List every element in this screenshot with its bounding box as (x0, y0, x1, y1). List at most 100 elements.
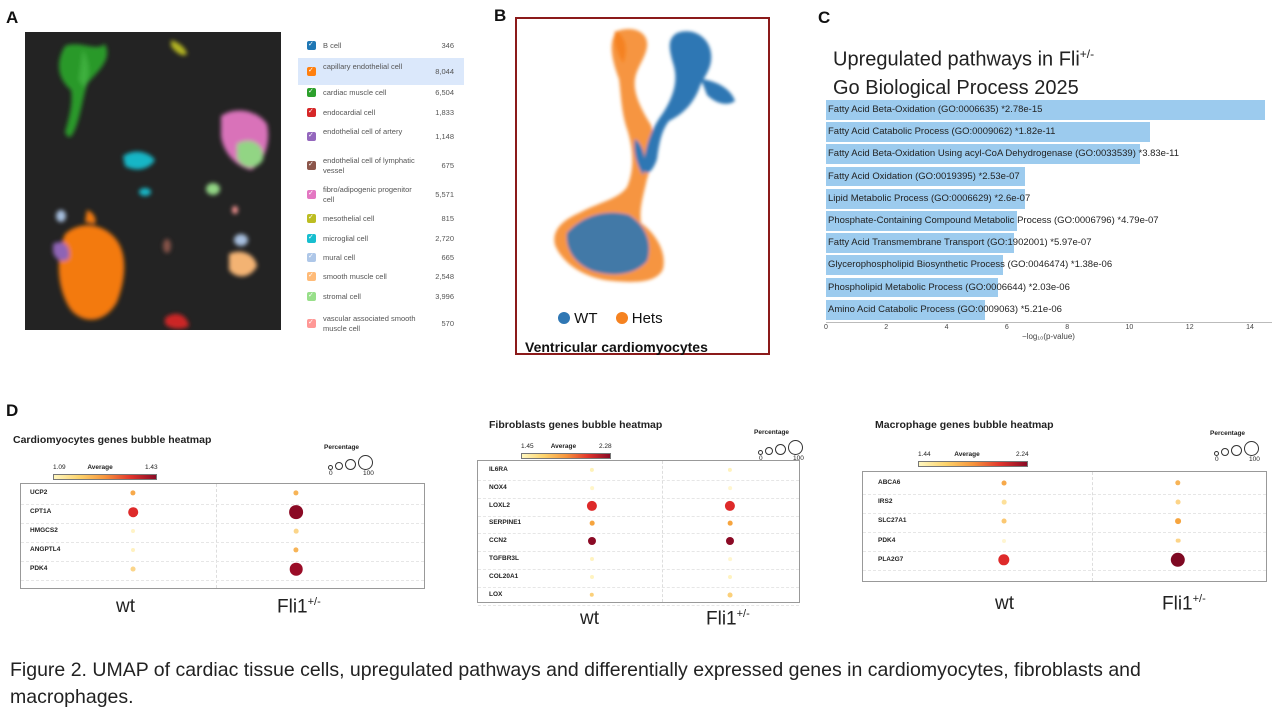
umap-plot (25, 32, 281, 330)
legend-checkbox[interactable] (307, 291, 316, 301)
legend-item[interactable]: vascular associated smooth muscle cell 57… (298, 313, 464, 335)
wt-legend-label: WT (574, 310, 598, 327)
percentage-legend-circle (765, 447, 773, 455)
condition-label-sup: +/- (1192, 593, 1206, 605)
gene-label: NOX4 (489, 483, 507, 491)
legend-item[interactable]: mesothelial cell 815 (298, 212, 464, 226)
condition-label-wt: wt (116, 596, 135, 617)
pathway-bar-label: Fatty Acid Beta-Oxidation Using acyl-CoA… (828, 148, 1179, 160)
title-sup: +/- (1079, 47, 1095, 61)
expression-bubble (131, 548, 135, 552)
gene-label: ABCA6 (878, 479, 901, 486)
legend-item[interactable]: smooth muscle cell 2,548 (298, 270, 464, 284)
panel-b-caption: Ventricular cardiomyocytes (525, 339, 708, 355)
expression-bubble (131, 529, 135, 533)
legend-checkbox[interactable] (307, 271, 316, 281)
expression-bubble (589, 592, 595, 597)
condition-label-sup: +/- (736, 608, 750, 620)
expression-bubble (589, 521, 595, 526)
expression-bubble (590, 574, 594, 579)
expression-bubble (293, 490, 299, 496)
condition-label-text: Fli1 (706, 608, 737, 630)
legend-checkbox[interactable] (307, 87, 316, 97)
scale-min-label: 1.44 (918, 451, 931, 458)
expression-bubble (590, 557, 594, 561)
pathway-bar (826, 166, 1025, 187)
expression-bubble (727, 592, 733, 598)
percentage-min-label: 0 (1215, 456, 1219, 463)
gene-label: SLC27A1 (878, 517, 907, 525)
legend-item[interactable]: microglial cell 2,720 (298, 232, 464, 246)
x-tick-label: 8 (1065, 324, 1070, 331)
percentage-max-label: 100 (1249, 456, 1260, 463)
percentage-legend-circle (788, 440, 803, 455)
legend-item[interactable]: B cell 346 (298, 39, 464, 53)
legend-checkbox[interactable] (307, 318, 316, 328)
x-tick-label: 14 (1246, 324, 1254, 331)
gene-label: IRS2 (878, 498, 893, 506)
legend-checkbox[interactable] (307, 213, 316, 223)
heatmap-row-gridline (478, 497, 799, 499)
legend-checkbox[interactable] (307, 107, 316, 117)
heatmap-row-gridline (863, 570, 1266, 572)
legend-item[interactable]: endocardial cell 1,833 (298, 106, 464, 120)
legend-label: endothelial cell of lymphatic vessel (323, 156, 415, 175)
legend-item[interactable]: stromal cell 3,996 (298, 290, 464, 304)
legend-checkbox[interactable] (307, 160, 316, 170)
heatmap-row-gridline (863, 551, 1266, 553)
heatmap-plot-area (862, 471, 1267, 582)
condition-label-wt: wt (995, 593, 1014, 614)
panel-label-a: A (6, 8, 19, 27)
expression-bubble (998, 554, 1010, 566)
percentage-legend-circle (358, 455, 373, 470)
legend-count: 2,548 (435, 272, 454, 281)
heatmap-row-gridline (478, 586, 799, 588)
legend-count: 815 (441, 214, 454, 223)
scale-max-label: 2.24 (1016, 451, 1029, 458)
legend-label: stromal cell (323, 292, 361, 302)
pathway-bar (826, 211, 1017, 231)
scale-min-label: 1.45 (521, 443, 534, 450)
legend-item[interactable]: capillary endothelial cell 8,044 (298, 58, 464, 85)
heatmap-row-gridline (478, 604, 799, 606)
legend-count: 570 (441, 319, 454, 328)
legend-count: 8,044 (435, 66, 454, 76)
pathway-bar-label: Fatty Acid Beta-Oxidation (GO:0006635) *… (828, 104, 1043, 115)
legend-label: B cell (323, 41, 342, 51)
pathway-bar-label: Fatty Acid Transmembrane Transport (GO:1… (828, 237, 1092, 249)
heatmap-row-gridline (21, 522, 424, 524)
cardiomyocyte-umap (554, 28, 735, 282)
expression-bubble (589, 467, 595, 473)
legend-count: 1,148 (435, 132, 454, 141)
gene-label: IL6RA (489, 466, 508, 473)
expression-bubble (587, 537, 597, 546)
legend-item[interactable]: cardiac muscle cell 6,504 (298, 86, 464, 100)
legend-label: endothelial cell of artery (323, 127, 403, 137)
heatmap-row-gridline (21, 579, 424, 581)
legend-label: endocardial cell (323, 108, 376, 118)
legend-checkbox[interactable] (307, 40, 316, 50)
legend-label: microglial cell (323, 234, 369, 244)
legend-item[interactable]: endothelial cell of lymphatic vessel 675 (298, 155, 464, 177)
expression-bubble (128, 507, 138, 517)
heatmap-column-divider (662, 461, 663, 602)
figure-caption: Figure 2. UMAP of cardiac tissue cells, … (10, 659, 1141, 708)
legend-item[interactable]: fibro/adipogenic progenitor cell 5,571 (298, 184, 464, 206)
pathway-bar-label: Phospholipid Metabolic Process (GO:00066… (828, 281, 1070, 293)
expression-bubble (728, 557, 732, 561)
legend-item[interactable]: endothelial cell of artery 1,148 (298, 126, 464, 148)
scale-max-label: 2.28 (599, 443, 612, 450)
legend-checkbox[interactable] (307, 252, 316, 262)
percentage-min-label: 0 (759, 455, 763, 462)
percentage-legend-circle (1214, 451, 1219, 456)
legend-item[interactable]: mural cell 665 (298, 251, 464, 265)
heatmap-row-gridline (21, 541, 424, 543)
legend-checkbox[interactable] (307, 131, 316, 141)
legend-checkbox[interactable] (307, 233, 316, 243)
legend-checkbox[interactable] (307, 66, 316, 76)
gene-label: ANGPTL4 (30, 546, 61, 553)
condition-label-text: Fli1 (277, 596, 308, 618)
percentage-legend-circle (345, 459, 356, 470)
percentage-legend-circle (758, 450, 763, 455)
legend-checkbox[interactable] (307, 189, 316, 199)
